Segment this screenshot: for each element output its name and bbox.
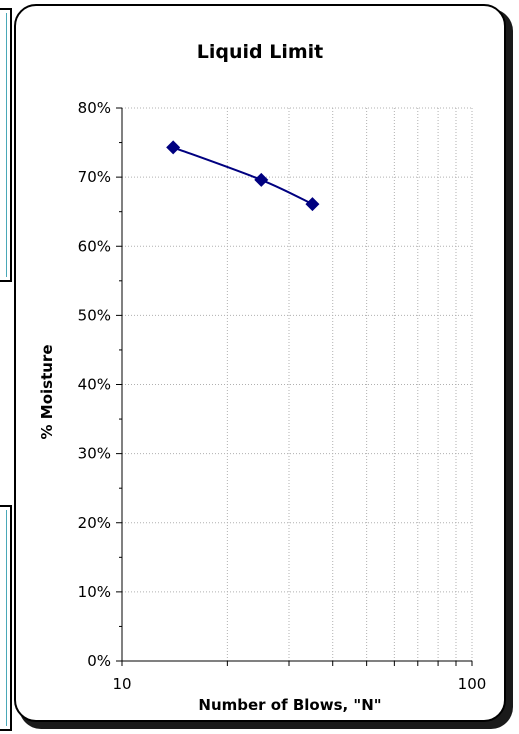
y-tick-label: 60%	[78, 237, 111, 255]
y-tick-label: 10%	[78, 583, 111, 601]
y-tick-label: 20%	[78, 514, 111, 532]
x-tick-label: 100	[458, 675, 487, 693]
y-tick-label: 50%	[78, 306, 111, 324]
grid	[122, 108, 472, 661]
x-axis-label: Number of Blows, "N"	[198, 696, 381, 714]
y-tick-label: 40%	[78, 376, 111, 394]
y-tick-label: 80%	[78, 99, 111, 117]
x-tick-label: 10	[112, 675, 131, 693]
chart-title: Liquid Limit	[197, 41, 324, 63]
data-point-diamond	[254, 173, 268, 187]
y-tick-label: 0%	[87, 652, 111, 670]
y-tick-label: 30%	[78, 445, 111, 463]
data-point-diamond	[166, 140, 180, 154]
data-point-diamond	[305, 197, 319, 211]
trendline	[173, 147, 312, 204]
y-tick-label: 70%	[78, 168, 111, 186]
data-points	[166, 140, 319, 211]
y-axis-label: % Moisture	[38, 345, 56, 440]
axes	[116, 108, 472, 666]
